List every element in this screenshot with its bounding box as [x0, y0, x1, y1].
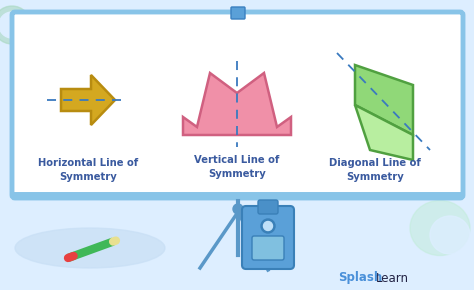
Circle shape	[264, 222, 273, 231]
Ellipse shape	[410, 200, 470, 255]
Polygon shape	[355, 105, 413, 160]
Ellipse shape	[15, 228, 165, 268]
Polygon shape	[183, 73, 291, 135]
FancyBboxPatch shape	[231, 7, 245, 19]
Polygon shape	[355, 65, 413, 135]
FancyBboxPatch shape	[242, 206, 294, 269]
FancyBboxPatch shape	[12, 12, 463, 198]
Text: Horizontal Line of
Symmetry: Horizontal Line of Symmetry	[38, 158, 138, 182]
Ellipse shape	[0, 12, 25, 38]
Ellipse shape	[0, 6, 31, 44]
Ellipse shape	[430, 216, 470, 254]
FancyBboxPatch shape	[258, 200, 278, 214]
FancyBboxPatch shape	[252, 236, 284, 260]
Text: Vertical Line of
Symmetry: Vertical Line of Symmetry	[194, 155, 280, 179]
Text: Learn: Learn	[376, 271, 409, 284]
Text: Diagonal Line of
Symmetry: Diagonal Line of Symmetry	[329, 158, 421, 182]
Circle shape	[233, 204, 243, 214]
Text: Splash: Splash	[338, 271, 382, 284]
Polygon shape	[61, 75, 115, 125]
Circle shape	[261, 219, 275, 233]
